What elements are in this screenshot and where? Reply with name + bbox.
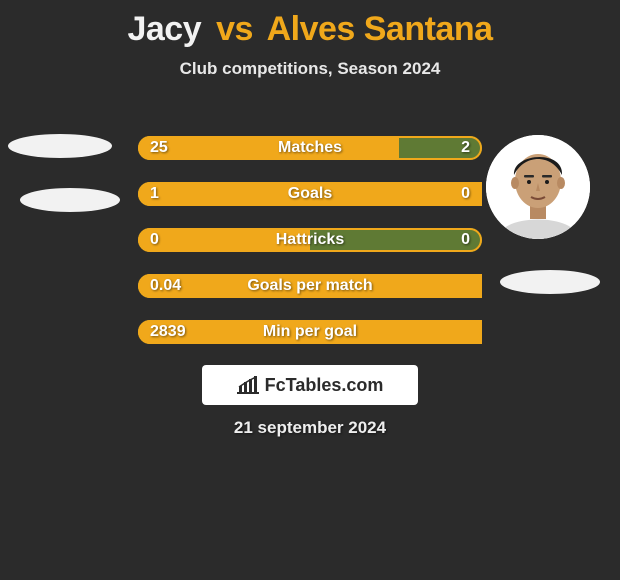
stat-label: Min per goal (138, 320, 482, 344)
player1-shadow-bottom (20, 188, 120, 212)
player1-shadow-top (8, 134, 112, 158)
stat-value-left: 0 (150, 228, 159, 252)
stat-value-left: 2839 (150, 320, 186, 344)
stat-row: Hattricks0 0 (138, 228, 482, 252)
stat-value-right: 2 (461, 136, 470, 160)
title: Jacy vs Alves Santana (0, 10, 620, 49)
fctables-logo: FcTables.com (202, 365, 418, 405)
stat-value-left: 25 (150, 136, 168, 160)
player2-shadow (500, 270, 600, 294)
stat-value-right: 0 (461, 228, 470, 252)
stats-comparison-card: Jacy vs Alves Santana Club competitions,… (0, 10, 620, 79)
stat-value-right: 0 (461, 182, 470, 206)
stat-value-left: 0.04 (150, 274, 181, 298)
stat-row: Goals1 0 (138, 182, 482, 206)
player2-face-icon (486, 135, 590, 239)
stat-value-left: 1 (150, 182, 159, 206)
subtitle: Club competitions, Season 2024 (0, 59, 620, 79)
stat-row: Matches25 2 (138, 136, 482, 160)
player2-avatar (486, 135, 590, 239)
stat-bars: Matches252Goals10Hattricks00Goals per ma… (138, 136, 482, 366)
stat-row: Min per goal2839 (138, 320, 482, 344)
title-player-1: Jacy (127, 10, 201, 48)
title-vs: vs (216, 10, 253, 48)
logo-text: FcTables.com (265, 375, 384, 396)
stat-label: Hattricks (138, 228, 482, 252)
stat-label: Matches (138, 136, 482, 160)
date-label: 21 september 2024 (0, 418, 620, 438)
title-player-2: Alves Santana (267, 10, 493, 48)
stat-row: Goals per match0.04 (138, 274, 482, 298)
bar-chart-icon (237, 376, 259, 394)
stat-label: Goals per match (138, 274, 482, 298)
stat-label: Goals (138, 182, 482, 206)
